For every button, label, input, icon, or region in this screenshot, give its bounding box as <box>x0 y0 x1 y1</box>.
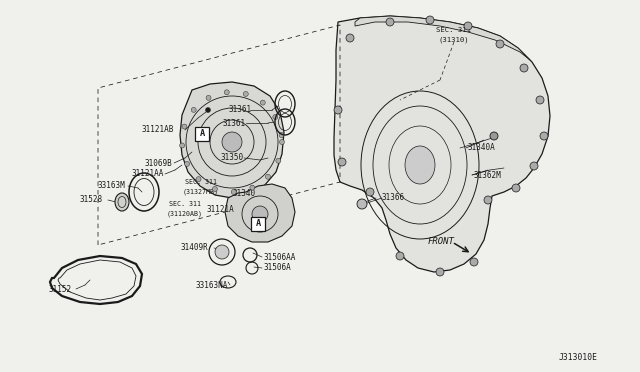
Circle shape <box>540 132 548 140</box>
Text: J313010E: J313010E <box>559 353 598 362</box>
Text: 31361: 31361 <box>229 106 252 115</box>
Text: 33163M: 33163M <box>97 182 125 190</box>
FancyBboxPatch shape <box>251 217 265 231</box>
Circle shape <box>250 185 255 190</box>
Circle shape <box>243 92 248 96</box>
Circle shape <box>490 132 498 140</box>
Text: 31361: 31361 <box>223 119 246 128</box>
Circle shape <box>231 189 236 195</box>
Text: 33163NA: 33163NA <box>196 280 228 289</box>
Circle shape <box>366 188 374 196</box>
Circle shape <box>206 95 211 100</box>
Text: SEC. 311: SEC. 311 <box>436 27 472 33</box>
Circle shape <box>279 132 284 138</box>
Text: 31340: 31340 <box>233 189 256 199</box>
Circle shape <box>346 34 354 42</box>
Text: (31327MB): (31327MB) <box>183 189 219 195</box>
Polygon shape <box>334 16 550 272</box>
FancyBboxPatch shape <box>195 127 209 141</box>
Text: 31069B: 31069B <box>144 158 172 167</box>
Circle shape <box>266 174 271 179</box>
Text: A: A <box>200 129 205 138</box>
Polygon shape <box>225 184 295 242</box>
Text: A: A <box>255 219 260 228</box>
Circle shape <box>512 184 520 192</box>
Polygon shape <box>355 16 530 60</box>
Circle shape <box>530 162 538 170</box>
Circle shape <box>357 199 367 209</box>
Circle shape <box>536 96 544 104</box>
Circle shape <box>276 158 281 163</box>
Text: FRONT: FRONT <box>428 237 455 247</box>
Circle shape <box>426 16 434 24</box>
Circle shape <box>334 106 342 114</box>
Circle shape <box>386 18 394 26</box>
Circle shape <box>496 40 504 48</box>
Circle shape <box>252 206 268 222</box>
Circle shape <box>212 186 218 192</box>
Circle shape <box>520 64 528 72</box>
Text: 31121AB: 31121AB <box>141 125 174 135</box>
Text: SEC. 311: SEC. 311 <box>169 201 201 207</box>
Text: (31120AB): (31120AB) <box>167 211 203 217</box>
Text: 31340A: 31340A <box>467 144 495 153</box>
Circle shape <box>191 108 196 112</box>
Text: 31366: 31366 <box>382 193 405 202</box>
Circle shape <box>222 132 242 152</box>
Circle shape <box>396 252 404 260</box>
Circle shape <box>260 100 266 105</box>
Circle shape <box>470 258 478 266</box>
Text: 31121A: 31121A <box>206 205 234 215</box>
Circle shape <box>280 140 285 144</box>
Circle shape <box>182 124 187 129</box>
Text: 31506A: 31506A <box>263 263 291 273</box>
Circle shape <box>196 177 201 182</box>
Circle shape <box>338 158 346 166</box>
Ellipse shape <box>405 146 435 184</box>
Circle shape <box>205 108 211 112</box>
Circle shape <box>215 245 229 259</box>
Circle shape <box>224 90 229 95</box>
Text: SEC. 311: SEC. 311 <box>185 179 217 185</box>
Text: 31121AA: 31121AA <box>132 170 164 179</box>
Circle shape <box>484 196 492 204</box>
Circle shape <box>436 268 444 276</box>
Text: 31409R: 31409R <box>180 244 208 253</box>
Text: 31350: 31350 <box>221 154 244 163</box>
Ellipse shape <box>115 193 129 211</box>
Text: 31506AA: 31506AA <box>263 253 296 262</box>
Circle shape <box>273 115 278 119</box>
Text: 31152: 31152 <box>49 285 72 294</box>
Text: 31362M: 31362M <box>473 170 500 180</box>
Circle shape <box>180 143 184 148</box>
Polygon shape <box>180 82 284 198</box>
Circle shape <box>184 161 189 166</box>
Circle shape <box>464 22 472 30</box>
Text: (31310): (31310) <box>438 37 469 43</box>
Text: 31528: 31528 <box>80 196 103 205</box>
